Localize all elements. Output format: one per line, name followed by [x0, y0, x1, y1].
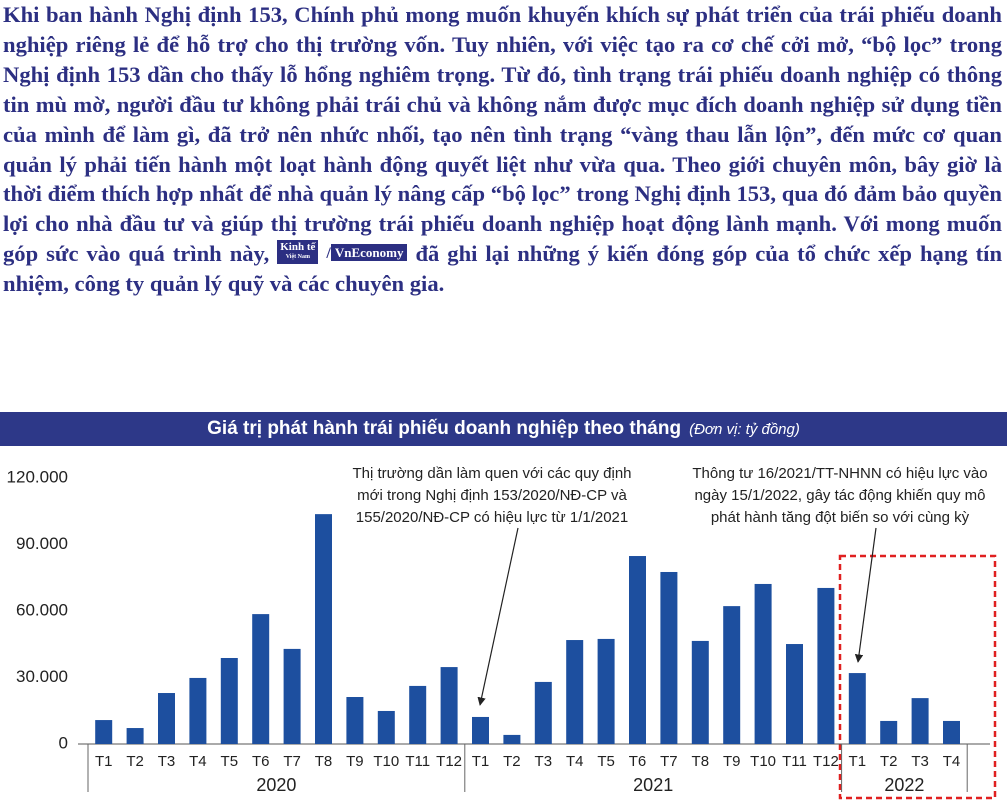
x-tick-label: T5 — [221, 753, 239, 770]
highlight-box — [838, 554, 997, 800]
bar — [283, 648, 301, 744]
x-tick-label: T4 — [566, 753, 584, 770]
logo: VnEconomy — [330, 244, 408, 262]
x-tick-label: T9 — [346, 753, 364, 770]
x-tick-label: T3 — [535, 753, 553, 770]
x-tick-label: T6 — [252, 753, 270, 770]
x-tick-label: T2 — [503, 753, 521, 770]
x-tick-label: T1 — [95, 753, 113, 770]
bar — [943, 720, 960, 744]
bar — [158, 693, 175, 744]
bar — [409, 685, 427, 744]
paragraph-text: đã ghi lại những ý kiến đóng góp của tổ … — [3, 241, 1002, 297]
bar — [95, 720, 113, 744]
y-tick-label: 0 — [59, 733, 68, 752]
chart-subtitle: (Đơn vị: tỷ đồng) — [689, 420, 800, 438]
bar — [377, 710, 395, 744]
x-tick-label: T8 — [315, 753, 333, 770]
intro-paragraph: Khi ban hành Nghị định 153, Chính phủ mo… — [3, 0, 1002, 400]
bar — [315, 514, 332, 744]
x-tick-label: T2 — [126, 753, 144, 770]
bar — [754, 583, 772, 744]
y-tick-label: 90.000 — [16, 534, 68, 553]
logo-text: Việt Nam — [285, 254, 310, 261]
chart-title: Giá trị phát hành trái phiếu doanh nghiệ… — [207, 418, 682, 439]
bar — [691, 640, 709, 744]
x-tick-label: T7 — [283, 753, 301, 770]
bar — [252, 614, 270, 744]
bar — [220, 657, 238, 744]
annotation: ngày 15/1/2022, gây tác động khiến quy m… — [694, 487, 985, 504]
bar — [880, 720, 898, 744]
bar — [472, 716, 489, 744]
x-tick-label: T10 — [373, 753, 399, 770]
bar — [786, 644, 803, 744]
bar — [660, 571, 678, 744]
x-tick-label: T5 — [597, 753, 615, 770]
x-tick-label: T9 — [723, 753, 741, 770]
group-label: 2022 — [884, 775, 924, 795]
bar — [597, 638, 615, 744]
annotation-arrow — [477, 527, 519, 706]
annotation: phát hành tăng đột biến so với cùng kỳ — [711, 509, 970, 526]
annotation: Thông tư 16/2021/TT-NHNN có hiệu lực vào — [692, 465, 987, 482]
group-label: 2021 — [633, 775, 673, 795]
x-tick-label: T3 — [158, 753, 176, 770]
bar — [817, 587, 835, 744]
x-tick-label: T7 — [660, 753, 678, 770]
bar — [534, 681, 552, 744]
annotation-arrow — [854, 527, 877, 663]
x-tick-label: T2 — [880, 753, 898, 770]
y-tick-label: 60.000 — [16, 600, 68, 619]
x-tick-label: T12 — [436, 753, 462, 770]
bar — [911, 698, 929, 744]
bar — [440, 667, 458, 744]
x-tick-label: T8 — [692, 753, 710, 770]
x-tick-label: T11 — [405, 753, 430, 770]
bar — [629, 556, 646, 744]
chart-header: Giá trị phát hành trái phiếu doanh nghiệ… — [0, 412, 1007, 446]
logo-text: Kinh tế — [280, 241, 316, 254]
y-tick-label: 30.000 — [16, 667, 68, 686]
x-tick-label: T1 — [849, 753, 867, 770]
x-tick-label: T12 — [813, 753, 839, 770]
x-tick-label: T4 — [189, 753, 207, 770]
bar — [126, 728, 144, 744]
x-tick-label: T4 — [943, 753, 961, 770]
bar — [503, 734, 521, 744]
bar — [723, 606, 741, 744]
bar — [189, 677, 207, 744]
x-tick-label: T1 — [472, 753, 490, 770]
group-label: 2020 — [256, 775, 296, 795]
paragraph-text: Khi ban hành Nghị định 153, Chính phủ mo… — [3, 2, 1002, 267]
x-tick-label: T3 — [911, 753, 929, 770]
annotation: mới trong Nghị định 153/2020/NĐ-CP và — [357, 487, 627, 504]
logo: Kinh tế Việt Nam — [277, 240, 319, 265]
x-tick-label: T6 — [629, 753, 647, 770]
x-tick-label: T11 — [782, 753, 807, 770]
slash: / — [326, 245, 331, 263]
x-tick-label: T10 — [750, 753, 776, 770]
bar — [346, 697, 364, 744]
bar — [848, 673, 866, 744]
annotation: 155/2020/NĐ-CP có hiệu lực từ 1/1/2021 — [356, 509, 628, 526]
y-tick-label: 120.000 — [7, 467, 68, 486]
bar — [566, 640, 584, 744]
annotation: Thị trường dần làm quen với các quy định — [352, 465, 631, 482]
